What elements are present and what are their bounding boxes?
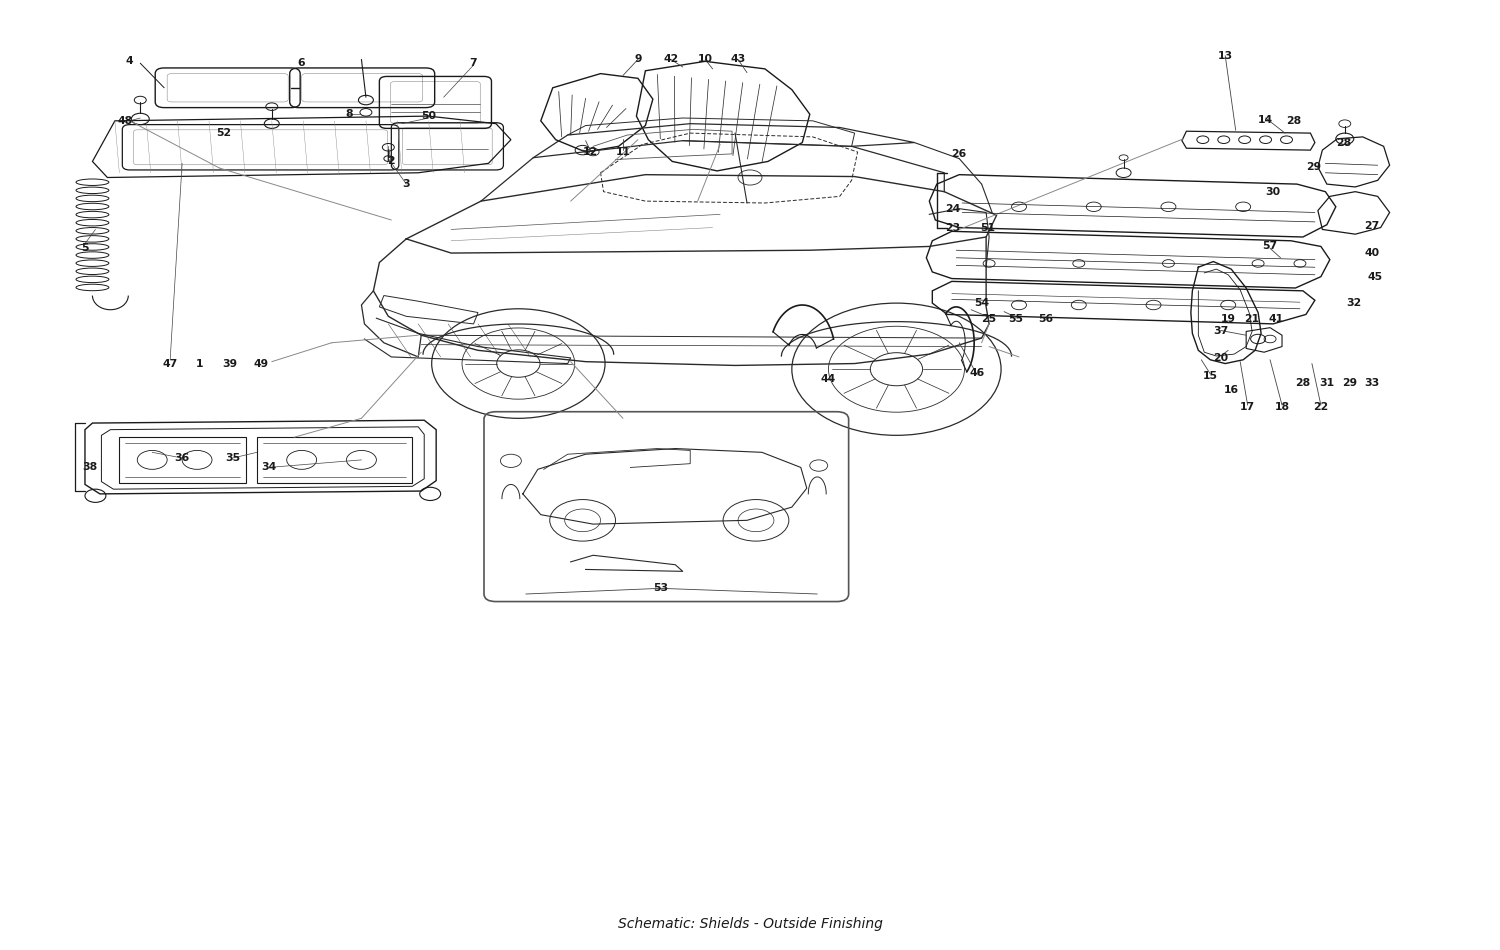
Text: 40: 40 bbox=[1364, 248, 1380, 258]
Text: 52: 52 bbox=[216, 128, 231, 138]
Text: 51: 51 bbox=[980, 222, 994, 233]
Text: 31: 31 bbox=[1320, 378, 1335, 389]
Text: 13: 13 bbox=[1218, 50, 1233, 61]
Text: 25: 25 bbox=[981, 314, 996, 324]
Text: 10: 10 bbox=[698, 54, 712, 65]
Text: 3: 3 bbox=[402, 180, 410, 189]
Text: 57: 57 bbox=[1263, 241, 1278, 252]
Text: 12: 12 bbox=[582, 147, 597, 157]
Text: 21: 21 bbox=[1245, 314, 1260, 324]
Text: 18: 18 bbox=[1275, 402, 1290, 412]
Text: 41: 41 bbox=[1269, 314, 1284, 324]
Text: 28: 28 bbox=[1287, 116, 1302, 125]
Text: 23: 23 bbox=[945, 222, 962, 233]
Text: 43: 43 bbox=[730, 54, 746, 65]
Text: 1: 1 bbox=[196, 358, 204, 369]
Text: 27: 27 bbox=[1364, 220, 1380, 231]
Text: 36: 36 bbox=[174, 453, 189, 463]
Text: 28: 28 bbox=[1335, 138, 1352, 147]
Text: 16: 16 bbox=[1224, 385, 1239, 395]
Text: 6: 6 bbox=[298, 58, 306, 68]
Text: Schematic: Shields - Outside Finishing: Schematic: Shields - Outside Finishing bbox=[618, 917, 882, 931]
Text: 20: 20 bbox=[1214, 352, 1228, 363]
Text: 7: 7 bbox=[470, 58, 477, 68]
Text: 50: 50 bbox=[422, 111, 436, 121]
Text: 17: 17 bbox=[1240, 402, 1256, 412]
Text: 8: 8 bbox=[345, 109, 352, 119]
Text: 22: 22 bbox=[1314, 402, 1329, 412]
Text: 48: 48 bbox=[118, 116, 134, 125]
Text: 54: 54 bbox=[974, 298, 988, 308]
Text: 26: 26 bbox=[951, 149, 968, 159]
Text: 30: 30 bbox=[1266, 186, 1281, 197]
Text: 49: 49 bbox=[254, 358, 268, 369]
Text: 47: 47 bbox=[162, 358, 178, 369]
Text: 19: 19 bbox=[1221, 314, 1236, 324]
Text: 28: 28 bbox=[1296, 378, 1311, 389]
Text: 33: 33 bbox=[1364, 378, 1380, 389]
Text: 9: 9 bbox=[634, 54, 642, 65]
Text: 4: 4 bbox=[126, 56, 134, 66]
Text: 45: 45 bbox=[1366, 272, 1382, 281]
Text: 2: 2 bbox=[387, 157, 394, 166]
Text: 29: 29 bbox=[1306, 162, 1322, 172]
Text: 44: 44 bbox=[821, 373, 836, 384]
Text: 11: 11 bbox=[615, 147, 630, 157]
Text: 42: 42 bbox=[663, 54, 678, 65]
Text: 24: 24 bbox=[945, 203, 962, 214]
Text: 46: 46 bbox=[969, 368, 986, 378]
Text: 5: 5 bbox=[81, 243, 88, 254]
Text: 29: 29 bbox=[1341, 378, 1358, 389]
Text: 53: 53 bbox=[652, 583, 668, 594]
Text: 15: 15 bbox=[1203, 370, 1218, 381]
Text: 55: 55 bbox=[1008, 314, 1023, 324]
Text: 32: 32 bbox=[1346, 298, 1362, 308]
Text: 56: 56 bbox=[1038, 314, 1053, 324]
Text: 14: 14 bbox=[1258, 115, 1274, 124]
Text: 39: 39 bbox=[222, 358, 237, 369]
Text: 34: 34 bbox=[261, 463, 276, 472]
Text: 38: 38 bbox=[82, 463, 98, 472]
Text: 35: 35 bbox=[225, 453, 240, 463]
Text: 37: 37 bbox=[1214, 327, 1228, 336]
